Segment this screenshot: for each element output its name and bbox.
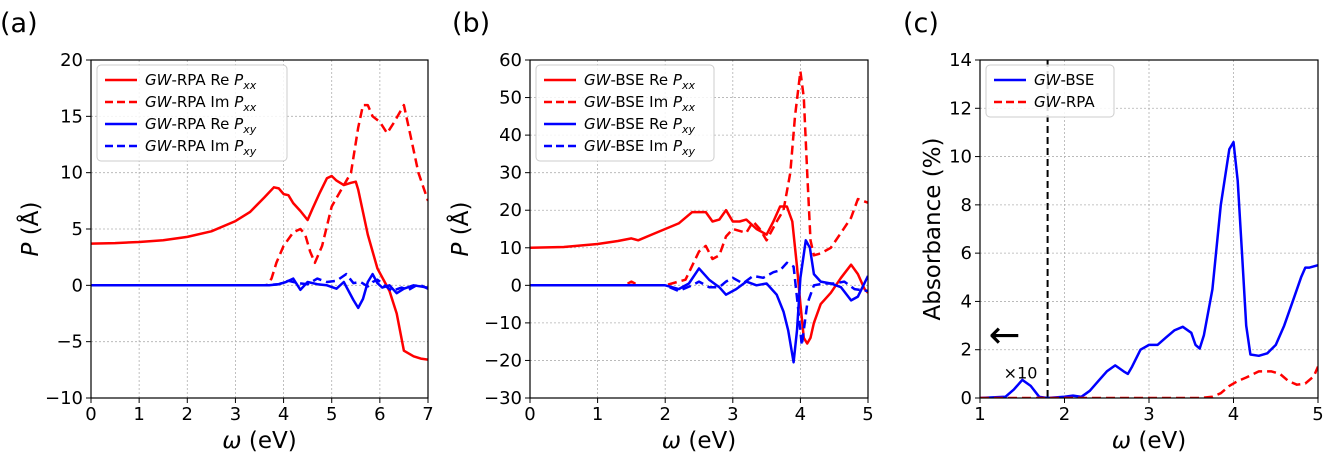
x-axis-label: ω (eV)	[1112, 428, 1186, 454]
y-axis-label: Absorbance (%)	[920, 137, 946, 320]
y-tick-label: 6	[961, 243, 972, 264]
y-tick-label: 8	[961, 195, 972, 216]
legend-entry: GW-RPA	[1034, 93, 1095, 111]
y-tick-label: 10	[949, 147, 972, 168]
y-tick-label: 15	[60, 106, 83, 127]
y-tick-label: 14	[949, 50, 972, 71]
panel-label: (a)	[0, 8, 38, 39]
legend-entry: GW-RPA Re Pxy	[145, 115, 257, 136]
series-line	[530, 239, 868, 364]
legend-entry: GW-BSE Im Pxy	[584, 137, 696, 158]
series-line	[91, 272, 428, 293]
series-group	[91, 103, 428, 361]
legend-entry: GW-BSE Re Pxx	[584, 71, 695, 92]
chart-panel-b: 0 1 2 3 4 5 −30 −20 −10 0 10 20 30 40 50 60 ω (eV) P (Å) (…	[446, 8, 874, 454]
series-group	[530, 70, 868, 364]
y-tick-label: −5	[56, 332, 83, 353]
y-tick-label: 60	[499, 50, 522, 71]
y-tick-label: 0	[511, 275, 522, 296]
y-tick-label: 50	[499, 88, 522, 109]
x-tick-label: 4	[278, 404, 289, 425]
legend-entry: GW-BSE	[1034, 71, 1094, 89]
y-tick-label: 20	[60, 50, 83, 71]
y-tick-label: 10	[60, 163, 83, 184]
series-line	[530, 261, 868, 347]
series-line	[980, 140, 1318, 398]
y-tick-label: −10	[484, 313, 522, 334]
x-tick-label: 3	[727, 404, 738, 425]
x-tick-label: 5	[326, 404, 337, 425]
legend: GW-BSE GW-RPA	[985, 64, 1115, 118]
series-line	[91, 272, 428, 310]
x-tick-label: 3	[1143, 404, 1154, 425]
x-tick-label: 5	[1312, 404, 1323, 425]
x-tick-label: 2	[659, 404, 670, 425]
chart-panel-a: 0 1 2 3 4 5 6 7 −10 −5 0 5 10 15 20 ω (eV) P (Å) (a) GW-RP…	[0, 8, 434, 454]
x-tick-label: 1	[592, 404, 603, 425]
x-tick-label: 4	[1228, 404, 1239, 425]
x-tick-label: 6	[374, 404, 385, 425]
y-tick-label: 0	[961, 388, 972, 409]
x-tick-label: 1	[133, 404, 144, 425]
legend-box	[96, 64, 288, 162]
x-tick-label: 5	[862, 404, 873, 425]
y-tick-label: −20	[484, 350, 522, 371]
panel-label: (c)	[903, 8, 939, 39]
legend-entry: GW-RPA Re Pxx	[145, 71, 257, 92]
x-axis-label: ω (eV)	[662, 428, 736, 454]
legend-box	[535, 64, 715, 162]
x-axis-label: ω (eV)	[222, 428, 296, 454]
series-line	[91, 174, 428, 361]
x-tick-label: 1	[974, 404, 985, 425]
series-line	[91, 103, 428, 287]
y-tick-label: 12	[949, 98, 972, 119]
x-tick-label: 7	[422, 404, 433, 425]
y-tick-label: 2	[961, 340, 972, 361]
y-axis-label: P (Å)	[16, 202, 44, 257]
x-tick-label: 2	[182, 404, 193, 425]
x-tick-label: 0	[85, 404, 96, 425]
y-axis-label: P (Å)	[446, 202, 474, 257]
x-tick-label: 2	[1059, 404, 1070, 425]
legend-entry: GW-RPA Im Pxy	[145, 137, 257, 158]
series-line	[980, 366, 1318, 398]
y-tick-label: 10	[499, 238, 522, 259]
panel-label: (b)	[452, 8, 490, 39]
legend-entry: GW-BSE Re Pxy	[584, 115, 695, 136]
y-tick-label: 5	[72, 219, 83, 240]
legend-entry: GW-BSE Im Pxx	[584, 93, 696, 114]
series-line	[530, 70, 868, 287]
y-tick-label: 4	[961, 291, 972, 312]
series-group	[980, 140, 1318, 398]
axes-frame	[529, 59, 869, 399]
series-line	[530, 205, 868, 345]
scale-annotation: ×10	[1004, 364, 1038, 383]
x-tick-label: 3	[230, 404, 241, 425]
x-tick-label: 4	[795, 404, 806, 425]
x-tick-label: 0	[524, 404, 535, 425]
y-tick-label: −10	[45, 388, 83, 409]
y-tick-label: 20	[499, 200, 522, 221]
y-tick-label: 30	[499, 163, 522, 184]
legend-entry: GW-RPA Im Pxx	[145, 93, 257, 114]
legend-box	[985, 64, 1115, 118]
left-arrow-icon: ←	[988, 313, 1020, 357]
y-tick-label: 40	[499, 125, 522, 146]
y-tick-label: −30	[484, 388, 522, 409]
y-tick-label: 0	[72, 275, 83, 296]
